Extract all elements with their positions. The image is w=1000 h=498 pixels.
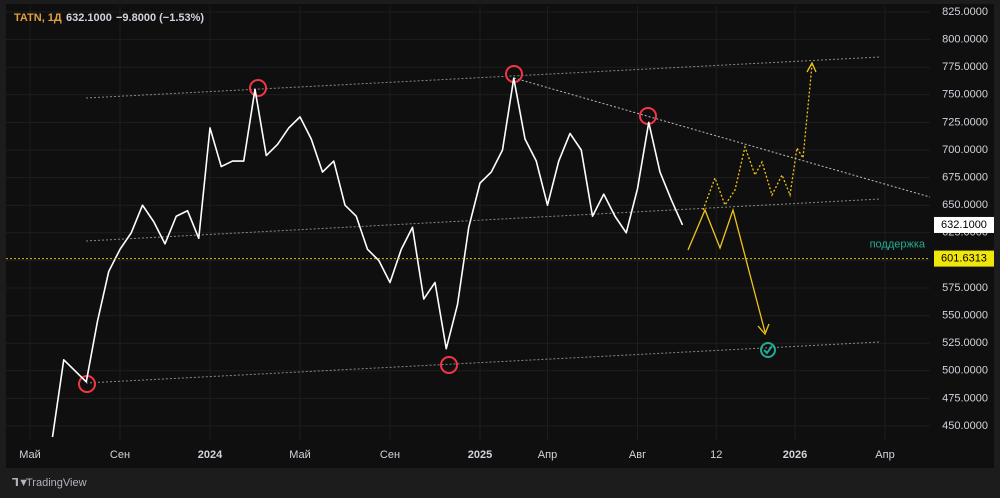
- brand: TradingView: [26, 477, 87, 489]
- x-tick-label: Сен: [110, 449, 130, 461]
- y-tick-label: 775.0000: [942, 61, 988, 73]
- y-tick-label: 825.0000: [942, 6, 988, 18]
- brand-logo: ⅂▼: [12, 477, 29, 489]
- x-tick-label: 2025: [468, 449, 492, 461]
- header-change: −9.8000 (−1.53%): [116, 12, 204, 24]
- x-tick-label: Сен: [380, 449, 400, 461]
- y-tick-label: 475.0000: [942, 392, 988, 404]
- channel-mid: [85, 198, 881, 242]
- x-tick-label: Авг: [629, 449, 646, 461]
- y-tick-label: 550.0000: [942, 310, 988, 322]
- annotations: [78, 56, 931, 393]
- y-tick-label: 500.0000: [942, 365, 988, 377]
- y-tick-label: 750.0000: [942, 89, 988, 101]
- support-text: поддержка: [870, 239, 926, 251]
- y-tick-label: 525.0000: [942, 337, 988, 349]
- channel-top: [85, 56, 881, 99]
- check-mark: [763, 345, 773, 355]
- price-tag: [934, 216, 994, 233]
- target-check: [760, 342, 776, 358]
- plot-background: [6, 4, 994, 468]
- projection-down: [687, 207, 766, 333]
- y-tick-label: 450.0000: [942, 420, 988, 432]
- x-tick-label: Май: [19, 449, 41, 461]
- pivot-marker: [249, 79, 267, 97]
- x-tick-label: Май: [289, 449, 311, 461]
- channel-bottom: [85, 341, 881, 384]
- x-tick-label: 12: [710, 449, 722, 461]
- x-tick-label: Апр: [538, 449, 557, 461]
- x-tick-label: 2026: [783, 449, 807, 461]
- y-tick-label: 725.0000: [942, 116, 988, 128]
- price-tag-label: 632.1000: [941, 219, 987, 231]
- y-tick-label: 650.0000: [942, 199, 988, 211]
- header-price: 632.1000: [66, 12, 112, 24]
- y-tick-label: 675.0000: [942, 172, 988, 184]
- trend-line: [513, 77, 931, 198]
- pivot-marker: [440, 356, 458, 374]
- y-tick-label: 800.0000: [942, 34, 988, 46]
- arrow-head: [806, 61, 817, 73]
- price-line: [51, 77, 684, 438]
- projection-up: [702, 64, 813, 211]
- y-tick-label: 700.0000: [942, 144, 988, 156]
- x-tick-label: 2024: [198, 449, 223, 461]
- y-tick-label: 575.0000: [942, 282, 988, 294]
- arrow-head: [757, 323, 770, 336]
- symbol: TATN, 1Д: [14, 12, 62, 24]
- x-tick-label: Апр: [875, 449, 894, 461]
- support-label: 601.6313: [941, 253, 987, 265]
- support-tag: [934, 250, 994, 267]
